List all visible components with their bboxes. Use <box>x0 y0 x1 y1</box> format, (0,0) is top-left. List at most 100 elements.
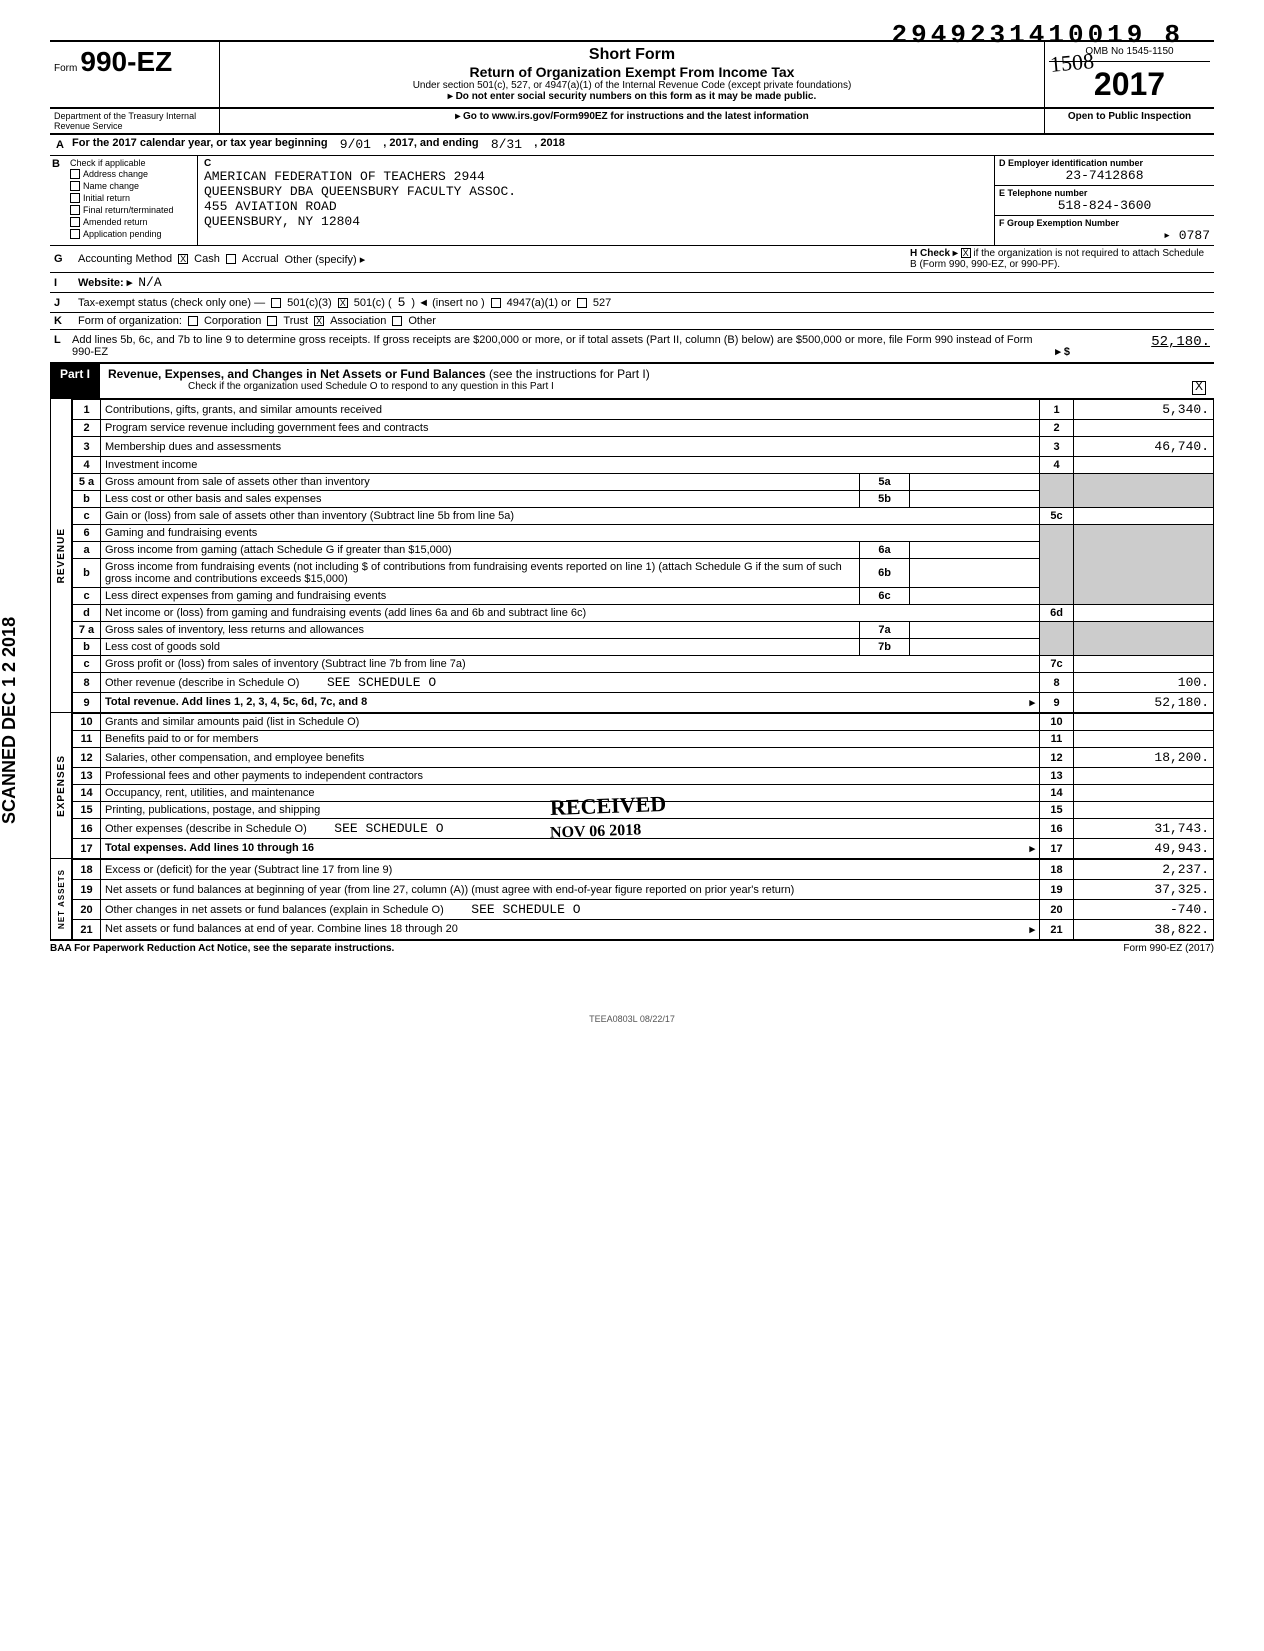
line-g-h: G G Accounting Method Accounting Method … <box>50 246 1214 273</box>
checkbox-trust[interactable] <box>267 316 277 326</box>
label-501c-post: ) ◄ (insert no ) <box>411 297 484 309</box>
line-17-desc: Total expenses. Add lines 10 through 16 <box>105 842 314 854</box>
assets-side-label: NET ASSETS <box>57 867 66 931</box>
revenue-section: REVENUE 1Contributions, gifts, grants, a… <box>50 399 1214 713</box>
label-501c3: 501(c)(3) <box>287 297 332 309</box>
received-date-stamp: NOV 06 2018 <box>550 821 642 842</box>
checkbox-schedule-o-part1[interactable]: X <box>1192 381 1206 395</box>
checkbox-cash[interactable]: X <box>178 254 188 264</box>
label-trust: Trust <box>283 315 308 327</box>
line-k: K Form of organization: Corporation Trus… <box>50 313 1214 330</box>
label-final-return: Final return/terminated <box>83 205 174 215</box>
checkboxes-b: Check if applicable Address change Name … <box>68 156 198 245</box>
line-16-desc: Other expenses (describe in Schedule O) <box>105 823 307 835</box>
footer-right: Form 990-EZ (2017) <box>1123 943 1214 954</box>
line-6c-desc: Less direct expenses from gaming and fun… <box>101 588 860 605</box>
line-12-desc: Salaries, other compensation, and employ… <box>101 748 1040 768</box>
form-page: 29492314100198 1508 Form 990-EZ Short Fo… <box>50 40 1214 1024</box>
part1-title-paren: (see the instructions for Part I) <box>489 367 650 381</box>
org-address: 455 AVIATION ROAD <box>204 199 988 214</box>
goto-link: ▸ Go to www.irs.gov/Form990EZ for instru… <box>220 109 1044 133</box>
line-6b-desc: Gross income from fundraising events (no… <box>101 559 860 588</box>
checkbox-501c3[interactable] <box>271 298 281 308</box>
line-15-value <box>1074 802 1214 819</box>
line-19-value: 37,325. <box>1074 880 1214 900</box>
part1-label: Part I <box>50 364 100 398</box>
checkbox-corporation[interactable] <box>188 316 198 326</box>
line-9-desc: Total revenue. Add lines 1, 2, 3, 4, 5c,… <box>105 696 367 708</box>
label-initial-return: Initial return <box>83 193 130 203</box>
line-6d-desc: Net income or (loss) from gaming and fun… <box>101 605 1040 622</box>
line-20-desc: Other changes in net assets or fund bala… <box>105 904 444 916</box>
label-501c-num: 5 <box>398 295 406 310</box>
subtitle: Under section 501(c), 527, or 4947(a)(1)… <box>228 80 1036 91</box>
checkbox-name-change[interactable] <box>70 181 80 191</box>
line-8-desc: Other revenue (describe in Schedule O) <box>105 677 299 689</box>
year-end: 8/31 <box>491 137 522 153</box>
line-10-value <box>1074 714 1214 731</box>
entity-block: B Check if applicable Address change Nam… <box>50 156 1214 246</box>
footer-left: BAA For Paperwork Reduction Act Notice, … <box>50 943 394 954</box>
label-501c-pre: 501(c) ( <box>354 297 392 309</box>
gross-receipts-value: 52,180. <box>1070 334 1210 358</box>
net-assets-section: NET ASSETS 18Excess or (deficit) for the… <box>50 859 1214 940</box>
checkbox-501c[interactable]: X <box>338 298 348 308</box>
year-end-year: , 2018 <box>534 137 565 153</box>
label-527: 527 <box>593 297 611 309</box>
label-amended: Amended return <box>83 217 148 227</box>
line-8-note: SEE SCHEDULE O <box>327 675 436 690</box>
line-5a-desc: Gross amount from sale of assets other t… <box>101 474 860 491</box>
year-begin: 9/01 <box>340 137 371 153</box>
website-label: Website: ▸ <box>78 276 132 289</box>
footer: BAA For Paperwork Reduction Act Notice, … <box>50 940 1214 954</box>
website-value: N/A <box>138 275 161 290</box>
checkbox-527[interactable] <box>577 298 587 308</box>
line-20-value: -740. <box>1074 900 1214 920</box>
line-j: J Tax-exempt status (check only one) — 5… <box>50 293 1214 313</box>
org-name-1: AMERICAN FEDERATION OF TEACHERS 2944 <box>204 169 988 184</box>
line-5c-desc: Gain or (loss) from sale of assets other… <box>101 508 1040 525</box>
label-other-org: Other <box>408 315 436 327</box>
check-header: Check if applicable <box>70 158 195 168</box>
checkbox-amended[interactable] <box>70 217 80 227</box>
line-12-value: 18,200. <box>1074 748 1214 768</box>
line-6-desc: Gaming and fundraising events <box>101 525 1040 542</box>
label-accrual: Accrual <box>242 253 279 265</box>
label-pending: Application pending <box>83 229 162 239</box>
handwritten-note: 1508 <box>1049 48 1095 78</box>
line-l-arrow: ▸ $ <box>1055 345 1070 358</box>
line-7c-desc: Gross profit or (loss) from sales of inv… <box>101 656 1040 673</box>
line-8-value: 100. <box>1074 673 1214 693</box>
checkbox-association[interactable]: X <box>314 316 324 326</box>
checkbox-final-return[interactable] <box>70 205 80 215</box>
checkbox-4947[interactable] <box>491 298 501 308</box>
assets-table: 18Excess or (deficit) for the year (Subt… <box>72 859 1214 940</box>
checkbox-initial-return[interactable] <box>70 193 80 203</box>
ssn-warning: ▸ Do not enter social security numbers o… <box>228 91 1036 102</box>
line-a: A For the 2017 calendar year, or tax yea… <box>50 135 1214 156</box>
checkbox-address-change[interactable] <box>70 169 80 179</box>
checkbox-other-org[interactable] <box>392 316 402 326</box>
phone-label: E Telephone number <box>999 188 1210 198</box>
line-1-value: 5,340. <box>1074 400 1214 420</box>
line-4-desc: Investment income <box>101 457 1040 474</box>
checkbox-accrual[interactable] <box>226 254 236 264</box>
line-14-desc: Occupancy, rent, utilities, and maintena… <box>101 785 1040 802</box>
label-address-change: Address change <box>83 169 148 179</box>
line-5c-value <box>1074 508 1214 525</box>
line-2-value <box>1074 420 1214 437</box>
line-a-text: For the 2017 calendar year, or tax year … <box>72 137 328 153</box>
line-13-desc: Professional fees and other payments to … <box>101 768 1040 785</box>
checkbox-pending[interactable] <box>70 229 80 239</box>
line-3-value: 46,740. <box>1074 437 1214 457</box>
checkbox-schedule-b[interactable]: X <box>961 248 971 258</box>
phone-value: 518-824-3600 <box>999 198 1210 213</box>
line-19-desc: Net assets or fund balances at beginning… <box>101 880 1040 900</box>
part1-note: Check if the organization used Schedule … <box>188 381 554 392</box>
label-corporation: Corporation <box>204 315 261 327</box>
revenue-side-label: REVENUE <box>56 526 67 585</box>
block-c: C AMERICAN FEDERATION OF TEACHERS 2944 Q… <box>198 156 994 245</box>
title-main: Return of Organization Exempt From Incom… <box>228 64 1036 80</box>
line-16-note: SEE SCHEDULE O <box>334 821 443 836</box>
document-number: 29492314100198 <box>892 20 1184 50</box>
